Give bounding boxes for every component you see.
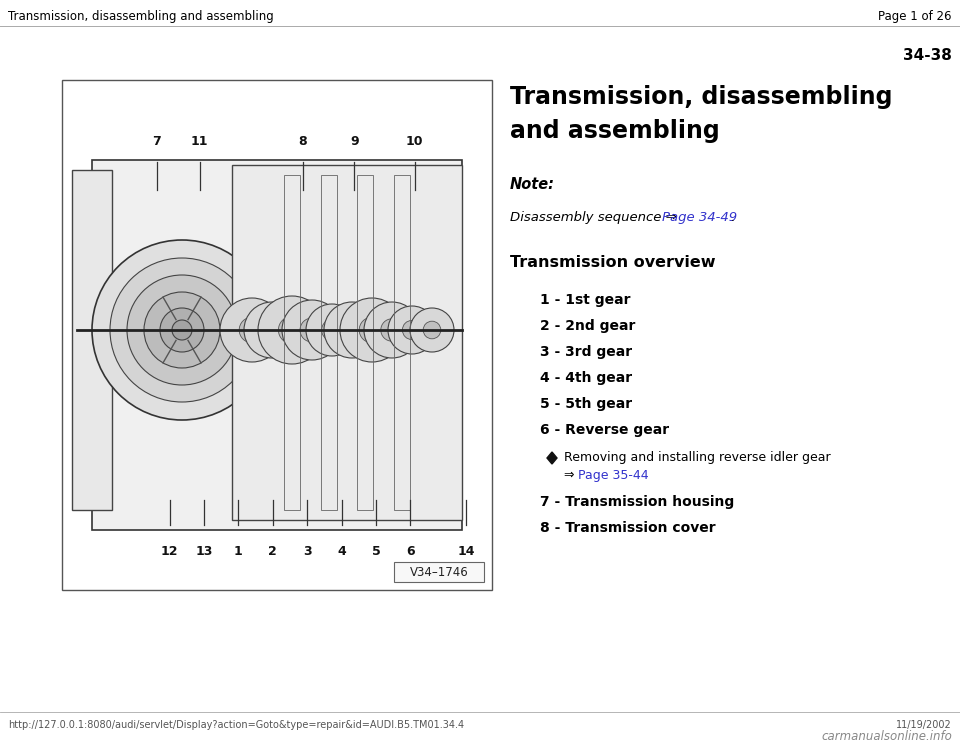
Circle shape: [110, 258, 254, 402]
Text: Disassembly sequence ⇒: Disassembly sequence ⇒: [510, 211, 681, 224]
Circle shape: [306, 304, 358, 356]
Text: .: .: [727, 211, 735, 224]
Text: 8 - Transmission cover: 8 - Transmission cover: [540, 521, 715, 535]
Text: 9: 9: [350, 135, 359, 148]
Circle shape: [239, 317, 265, 343]
Circle shape: [144, 292, 220, 368]
Text: Page 34-49: Page 34-49: [662, 211, 737, 224]
Bar: [92, 160, 462, 530]
Text: 11/19/2002: 11/19/2002: [897, 720, 952, 730]
Text: 5: 5: [372, 545, 380, 558]
Circle shape: [258, 296, 326, 364]
Text: Page 1 of 26: Page 1 of 26: [878, 10, 952, 23]
Bar: [232, 165, 462, 520]
Text: 7: 7: [153, 135, 161, 148]
Text: 3 - 3rd gear: 3 - 3rd gear: [540, 345, 632, 359]
Circle shape: [160, 308, 204, 352]
Bar: [394, 562, 484, 582]
Circle shape: [341, 319, 363, 341]
Text: http://127.0.0.1:8080/audi/servlet/Display?action=Goto&type=repair&id=AUDI.B5.TM: http://127.0.0.1:8080/audi/servlet/Displ…: [8, 720, 464, 730]
Text: Page 35-44: Page 35-44: [578, 469, 649, 482]
Text: 1: 1: [234, 545, 243, 558]
Bar: [321, 175, 337, 510]
Text: 10: 10: [406, 135, 423, 148]
Circle shape: [127, 275, 237, 385]
Text: Transmission, disassembling: Transmission, disassembling: [510, 85, 893, 109]
Text: 5 - 5th gear: 5 - 5th gear: [540, 397, 632, 411]
Circle shape: [244, 302, 300, 358]
Bar: [284, 175, 300, 510]
Text: 11: 11: [191, 135, 208, 148]
Text: 6 - Reverse gear: 6 - Reverse gear: [540, 423, 669, 437]
Text: V34–1746: V34–1746: [410, 565, 468, 579]
Text: 4: 4: [337, 545, 346, 558]
Circle shape: [172, 320, 192, 340]
Text: 12: 12: [160, 545, 179, 558]
Bar: [72, 170, 112, 510]
Text: 4 - 4th gear: 4 - 4th gear: [540, 371, 632, 385]
Circle shape: [402, 321, 421, 340]
Bar: [357, 175, 373, 510]
Circle shape: [410, 308, 454, 352]
Bar: [62, 80, 492, 590]
Text: carmanualsonline.info: carmanualsonline.info: [821, 730, 952, 742]
Text: Removing and installing reverse idler gear: Removing and installing reverse idler ge…: [564, 451, 830, 464]
Circle shape: [300, 318, 324, 342]
Text: Note:: Note:: [510, 177, 555, 192]
Text: 8: 8: [299, 135, 307, 148]
Circle shape: [364, 302, 420, 358]
Text: Transmission, disassembling and assembling: Transmission, disassembling and assembli…: [8, 10, 274, 23]
Polygon shape: [547, 452, 557, 464]
Text: and assembling: and assembling: [510, 119, 720, 143]
Circle shape: [340, 298, 404, 362]
Text: 14: 14: [458, 545, 475, 558]
Circle shape: [278, 316, 305, 344]
Circle shape: [261, 319, 283, 341]
Text: 1 - 1st gear: 1 - 1st gear: [540, 293, 631, 307]
Text: 2 - 2nd gear: 2 - 2nd gear: [540, 319, 636, 333]
Bar: [394, 175, 410, 510]
Circle shape: [381, 319, 403, 341]
Text: 13: 13: [195, 545, 212, 558]
Text: 34-38: 34-38: [903, 48, 952, 63]
Text: 7 - Transmission housing: 7 - Transmission housing: [540, 495, 734, 509]
Text: 6: 6: [406, 545, 415, 558]
Circle shape: [388, 306, 436, 354]
Text: Transmission overview: Transmission overview: [510, 255, 715, 270]
Circle shape: [282, 300, 342, 360]
Circle shape: [359, 317, 385, 343]
Circle shape: [92, 240, 272, 420]
Circle shape: [220, 298, 284, 362]
Text: 2: 2: [269, 545, 277, 558]
Circle shape: [423, 321, 441, 339]
Circle shape: [322, 320, 343, 341]
Text: 3: 3: [302, 545, 311, 558]
Text: ⇒: ⇒: [564, 469, 579, 482]
Circle shape: [324, 302, 380, 358]
